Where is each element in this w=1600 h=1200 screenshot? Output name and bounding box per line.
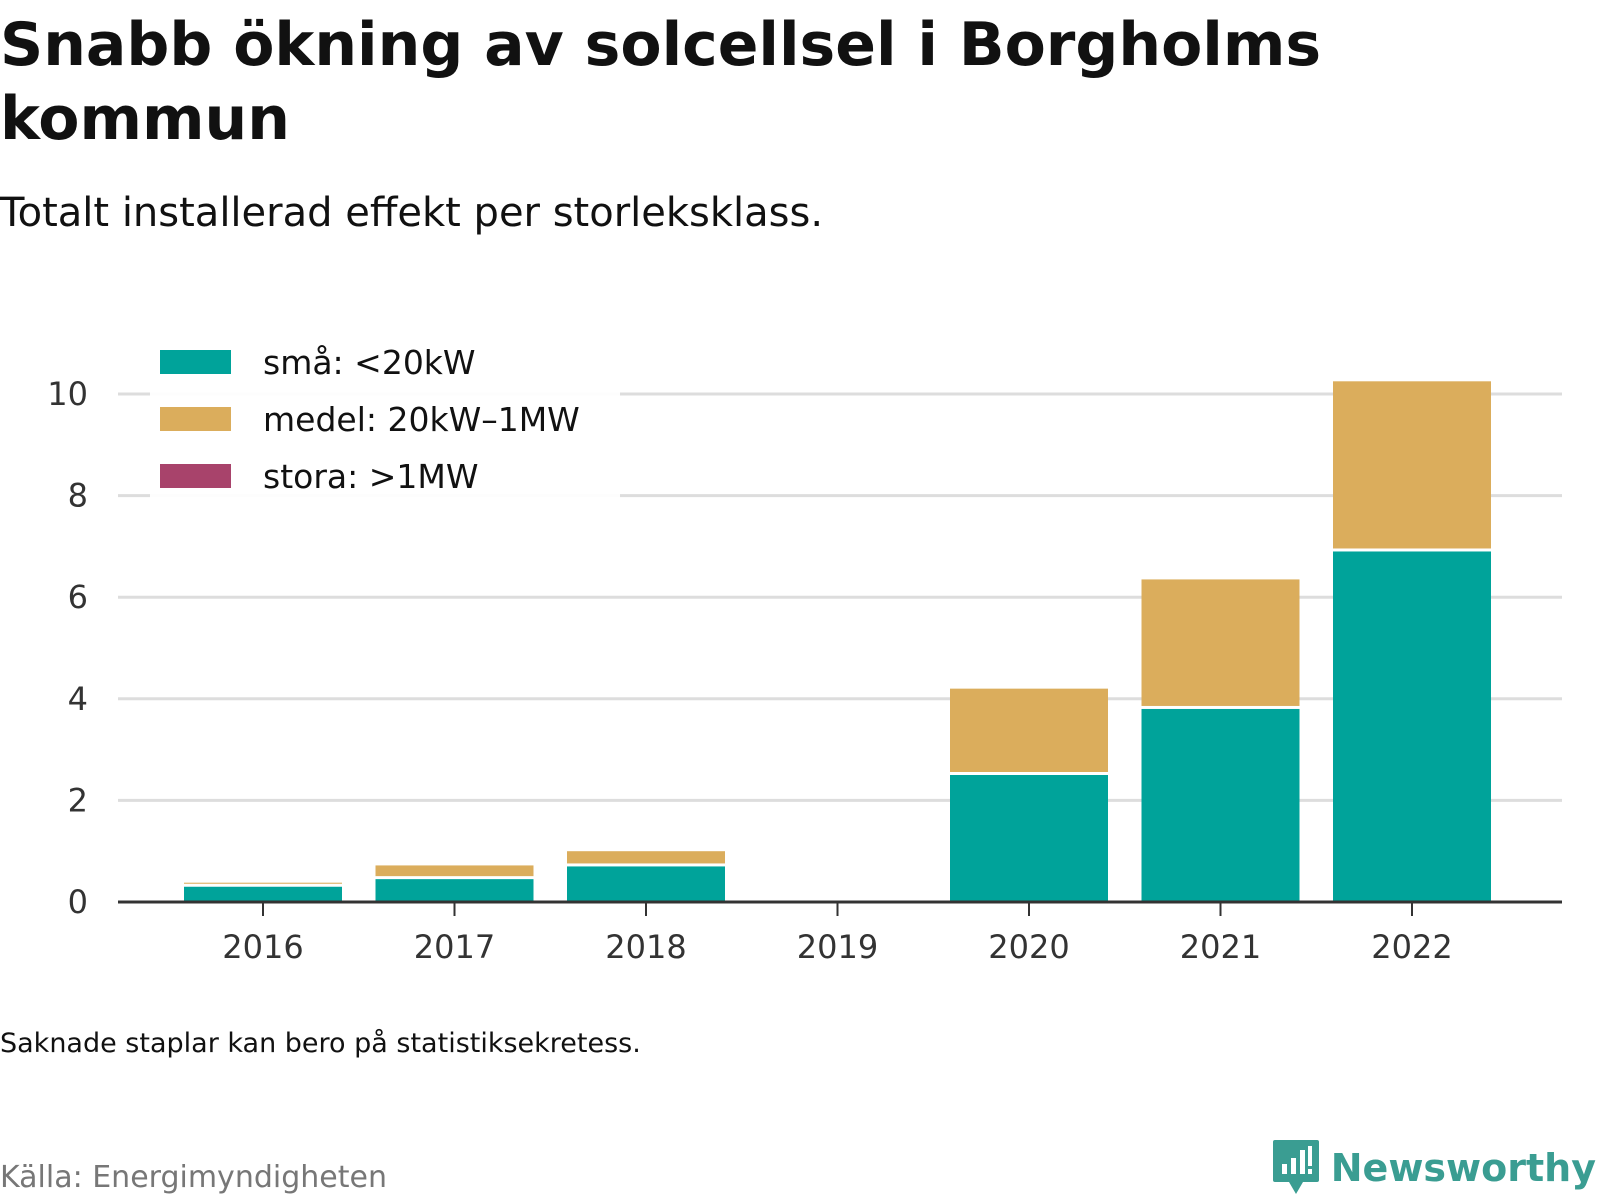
bar-2016-series-1: [184, 882, 342, 884]
legend-label-2: stora: >1MW: [263, 457, 478, 496]
y-tick-label: 6: [68, 578, 88, 616]
brand-name: Newsworthy: [1330, 1146, 1596, 1190]
y-tick-label: 4: [68, 680, 88, 718]
x-tick-label: 2017: [414, 928, 495, 966]
bar-2021-series-0: [1141, 708, 1300, 902]
brand-logo: Newsworthy: [1271, 1138, 1596, 1198]
x-tick-label: 2022: [1371, 928, 1452, 966]
bar-2018-series-0: [567, 866, 725, 902]
chart-subtitle: Totalt installerad effekt per storlekskl…: [0, 190, 824, 236]
y-tick-label: 0: [68, 883, 88, 921]
legend-swatch-2: [160, 464, 231, 488]
x-tick-label: 2019: [797, 928, 878, 966]
y-tick-label: 2: [68, 781, 88, 819]
y-tick-label: 10: [47, 375, 88, 413]
legend-label-0: små: <20kW: [263, 343, 476, 382]
bar-2017-series-1: [375, 865, 534, 877]
y-tick-label: 8: [68, 477, 88, 515]
chart-title: Snabb ökning av solcellsel i Borgholms k…: [0, 10, 1322, 154]
axes: 0 2 4 6 8 10 2016 2017 2018 2019 2020 2021 2022: [47, 375, 1562, 966]
x-tick-label: 2021: [1180, 928, 1261, 966]
bar-2020-series-0: [950, 775, 1108, 902]
bars: [184, 381, 1491, 902]
source-credit: Källa: Energimyndigheten: [0, 1160, 387, 1195]
footnote: Saknade staplar kan bero på statistiksek…: [0, 1028, 641, 1059]
bar-chart-speech-bubble-icon: [1272, 1140, 1319, 1194]
x-tick-label: 2020: [988, 928, 1069, 966]
x-tick-label: 2016: [222, 928, 303, 966]
bar-2022-series-0: [1333, 551, 1491, 902]
bar-2020-series-1: [950, 688, 1108, 772]
bar-2021-series-1: [1141, 579, 1300, 706]
bar-2017-series-0: [375, 879, 534, 902]
legend-swatch-0: [160, 350, 231, 374]
legend: små: <20kW medel: 20kW–1MW stora: >1MW: [150, 332, 620, 502]
legend-label-1: medel: 20kW–1MW: [263, 400, 580, 439]
legend-swatch-1: [160, 407, 231, 431]
x-tick-label: 2018: [605, 928, 686, 966]
bar-2022-series-1: [1333, 381, 1491, 549]
bar-2018-series-1: [567, 851, 725, 864]
stacked-bar-chart: 0 2 4 6 8 10 2016 2017 2018 2019 2020 2021 2022 små:…: [47, 332, 1562, 966]
bar-2016-series-0: [184, 886, 342, 902]
